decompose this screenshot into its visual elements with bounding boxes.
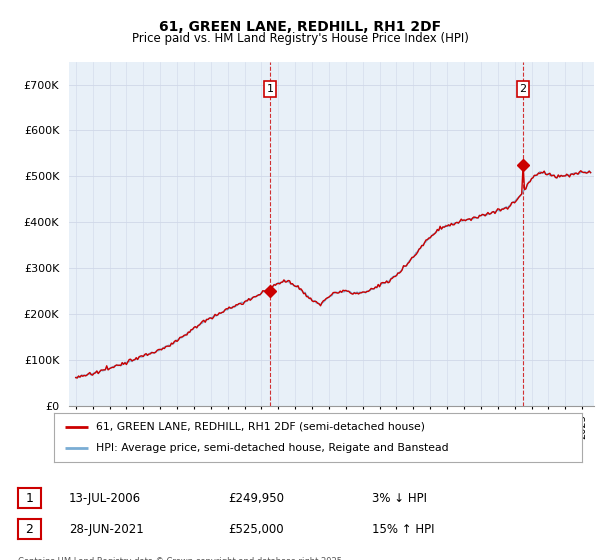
Text: 61, GREEN LANE, REDHILL, RH1 2DF (semi-detached house): 61, GREEN LANE, REDHILL, RH1 2DF (semi-d… [96,422,425,432]
Text: 15% ↑ HPI: 15% ↑ HPI [372,522,434,536]
Text: 13-JUL-2006: 13-JUL-2006 [69,492,141,505]
Text: HPI: Average price, semi-detached house, Reigate and Banstead: HPI: Average price, semi-detached house,… [96,443,449,453]
Text: 61, GREEN LANE, REDHILL, RH1 2DF: 61, GREEN LANE, REDHILL, RH1 2DF [159,20,441,34]
Text: 2: 2 [25,522,34,536]
Text: 1: 1 [266,84,274,94]
Text: 2: 2 [520,84,527,94]
Text: 28-JUN-2021: 28-JUN-2021 [69,522,144,536]
Text: 1: 1 [25,492,34,505]
Text: 3% ↓ HPI: 3% ↓ HPI [372,492,427,505]
Text: £249,950: £249,950 [228,492,284,505]
Text: Price paid vs. HM Land Registry's House Price Index (HPI): Price paid vs. HM Land Registry's House … [131,32,469,45]
Text: £525,000: £525,000 [228,522,284,536]
Text: Contains HM Land Registry data © Crown copyright and database right 2025.
This d: Contains HM Land Registry data © Crown c… [18,557,344,560]
